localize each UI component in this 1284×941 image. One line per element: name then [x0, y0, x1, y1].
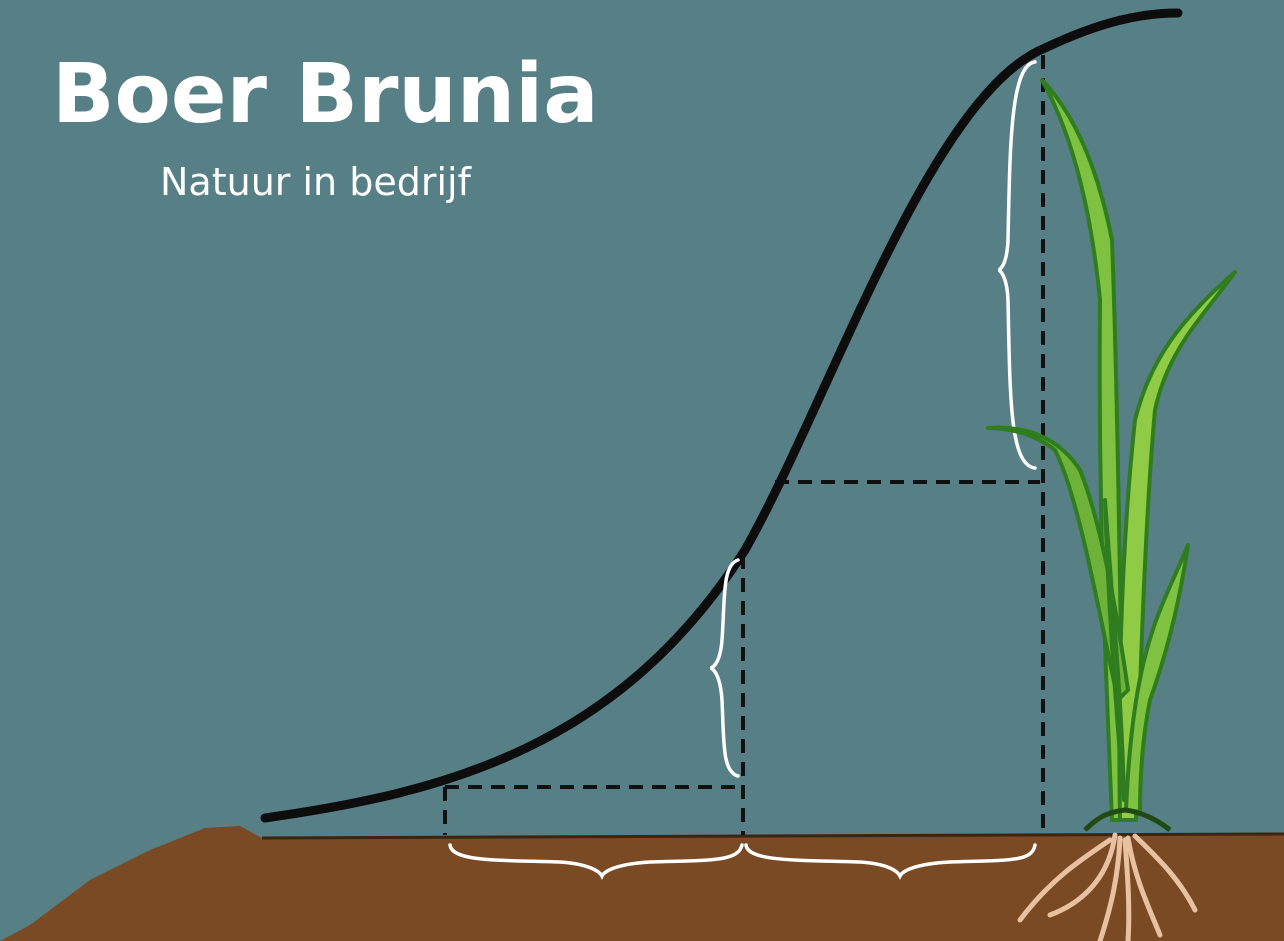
brace-horizontal-1 [448, 843, 744, 880]
braces [448, 60, 1037, 880]
guides [443, 55, 1045, 835]
logo-title: Boer Brunia [52, 47, 599, 142]
growth-curve [260, 8, 1183, 823]
brace-vertical-small [709, 558, 740, 778]
plant [986, 78, 1237, 941]
soil [0, 826, 1284, 941]
brace-horizontal-2 [744, 843, 1037, 880]
logo-subtitle: Natuur in bedrijf [160, 160, 473, 204]
brace-vertical-large [997, 60, 1037, 470]
dashed-lines [443, 55, 1045, 835]
